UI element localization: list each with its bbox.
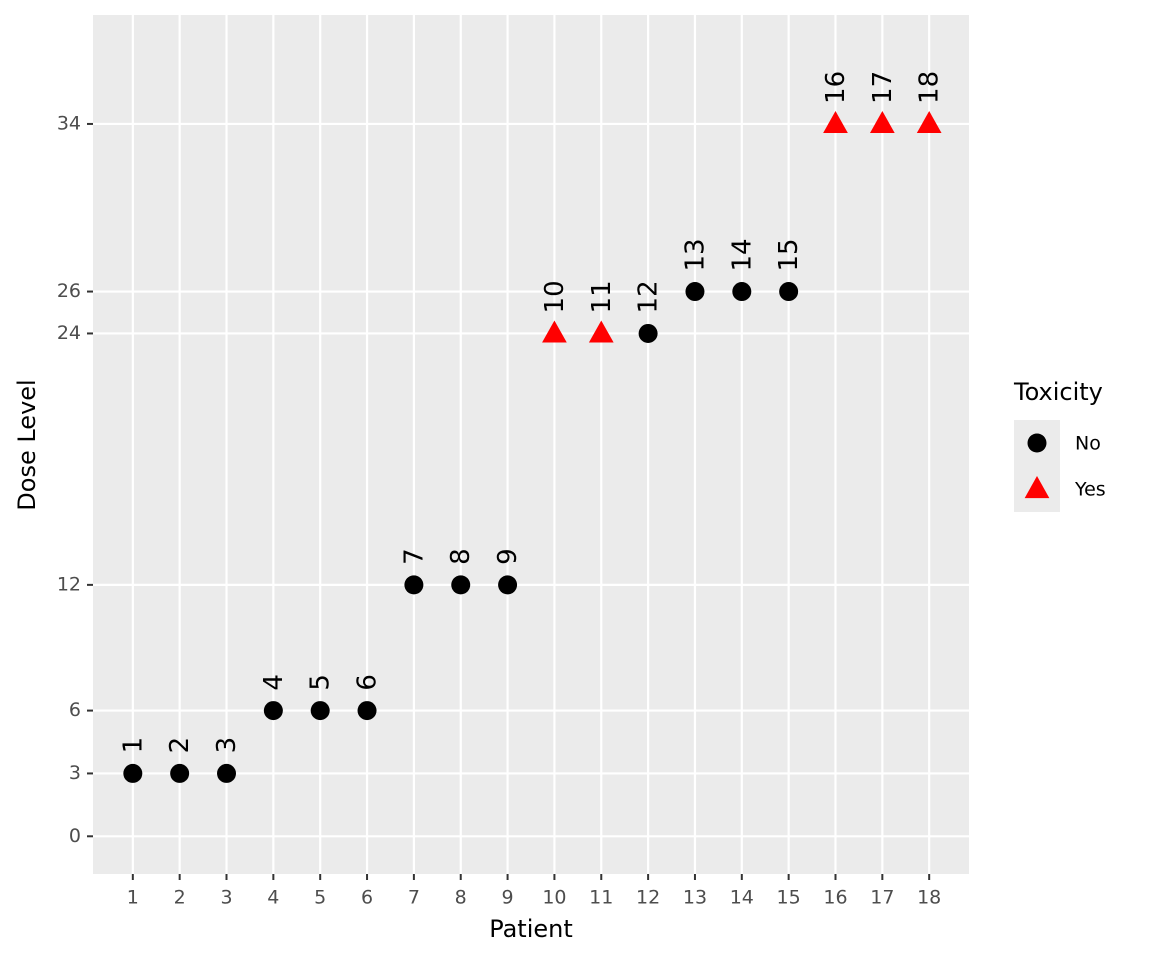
x-tick-label: 15 <box>777 887 801 909</box>
point <box>123 763 143 783</box>
point-label: 3 <box>212 737 242 754</box>
x-tick-label: 12 <box>636 887 660 909</box>
point <box>916 110 942 134</box>
point-label: 16 <box>821 71 851 104</box>
legend-title: Toxicity <box>1013 378 1103 406</box>
x-tick-label: 18 <box>917 887 941 909</box>
point-label: 6 <box>353 674 383 691</box>
x-tick-label: 9 <box>502 887 514 909</box>
point <box>217 763 237 783</box>
point <box>685 282 705 302</box>
point-label: 5 <box>306 674 336 691</box>
y-tick-label: 0 <box>69 825 81 847</box>
point-label: 7 <box>399 548 429 565</box>
y-axis-title: Dose Level <box>13 379 41 510</box>
x-tick-label: 16 <box>823 887 847 909</box>
x-tick-label: 8 <box>455 887 467 909</box>
point <box>498 575 518 595</box>
legend-key <box>1024 476 1050 499</box>
point-label: 1 <box>118 737 148 754</box>
x-tick-label: 10 <box>542 887 566 909</box>
legend-key <box>1027 433 1047 453</box>
point-label: 8 <box>446 548 476 565</box>
point <box>638 323 658 343</box>
point <box>357 701 377 721</box>
point-label: 11 <box>587 280 617 313</box>
point <box>263 701 283 721</box>
point-label: 4 <box>259 674 289 691</box>
panel-background <box>93 15 969 874</box>
point <box>542 320 567 343</box>
point <box>823 110 848 134</box>
grid <box>93 15 969 874</box>
y-tick-label: 3 <box>69 762 81 784</box>
point-label: 10 <box>540 280 570 313</box>
point-label: 15 <box>774 238 804 271</box>
x-tick-label: 2 <box>174 887 186 909</box>
legend: Toxicity No Yes <box>1013 378 1106 512</box>
x-tick-label: 14 <box>730 887 754 909</box>
point <box>869 110 895 134</box>
legend-label: No <box>1075 433 1101 455</box>
x-tick-label: 13 <box>683 887 707 909</box>
y-tick-label: 6 <box>69 699 81 721</box>
point <box>588 320 614 343</box>
point-label: 18 <box>915 71 945 104</box>
x-axis-title: Patient <box>489 915 573 943</box>
point <box>404 575 424 595</box>
x-tick-label: 4 <box>267 887 279 909</box>
point <box>310 701 330 721</box>
x-tick-label: 1 <box>127 887 139 909</box>
point-label: 2 <box>165 737 195 754</box>
x-tick-label: 5 <box>314 887 326 909</box>
point <box>732 282 752 302</box>
point-label: 14 <box>727 238 757 271</box>
x-tick-label: 3 <box>220 887 232 909</box>
point-label: 13 <box>680 238 710 271</box>
x-tick-label: 7 <box>408 887 420 909</box>
y-tick-label: 26 <box>57 280 81 302</box>
point-label: 17 <box>868 71 898 104</box>
point <box>170 763 190 783</box>
legend-label: Yes <box>1074 479 1106 501</box>
x-tick-label: 11 <box>589 887 613 909</box>
x-tick-label: 6 <box>361 887 373 909</box>
x-tick-label: 17 <box>870 887 894 909</box>
y-tick-label: 12 <box>57 573 81 595</box>
point-label: 9 <box>493 548 523 565</box>
y-tick-label: 34 <box>57 112 81 134</box>
point <box>451 575 471 595</box>
point-label: 12 <box>634 280 664 313</box>
point <box>779 282 799 302</box>
y-tick-label: 24 <box>57 322 81 344</box>
